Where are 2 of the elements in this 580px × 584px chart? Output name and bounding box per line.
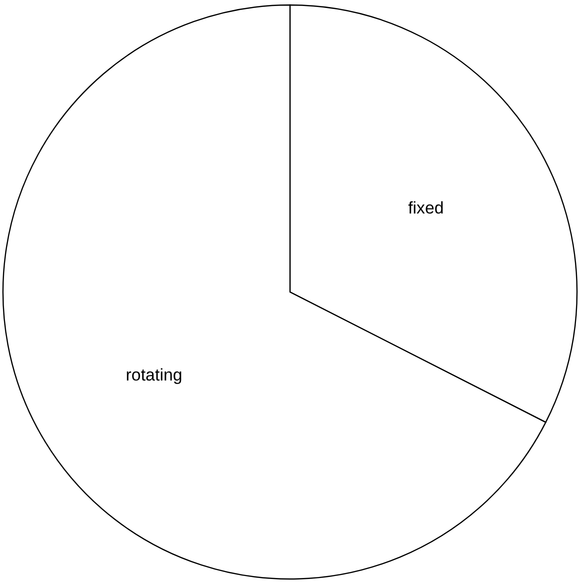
slice-label: rotating: [126, 365, 182, 384]
slice-label: fixed: [408, 198, 444, 218]
